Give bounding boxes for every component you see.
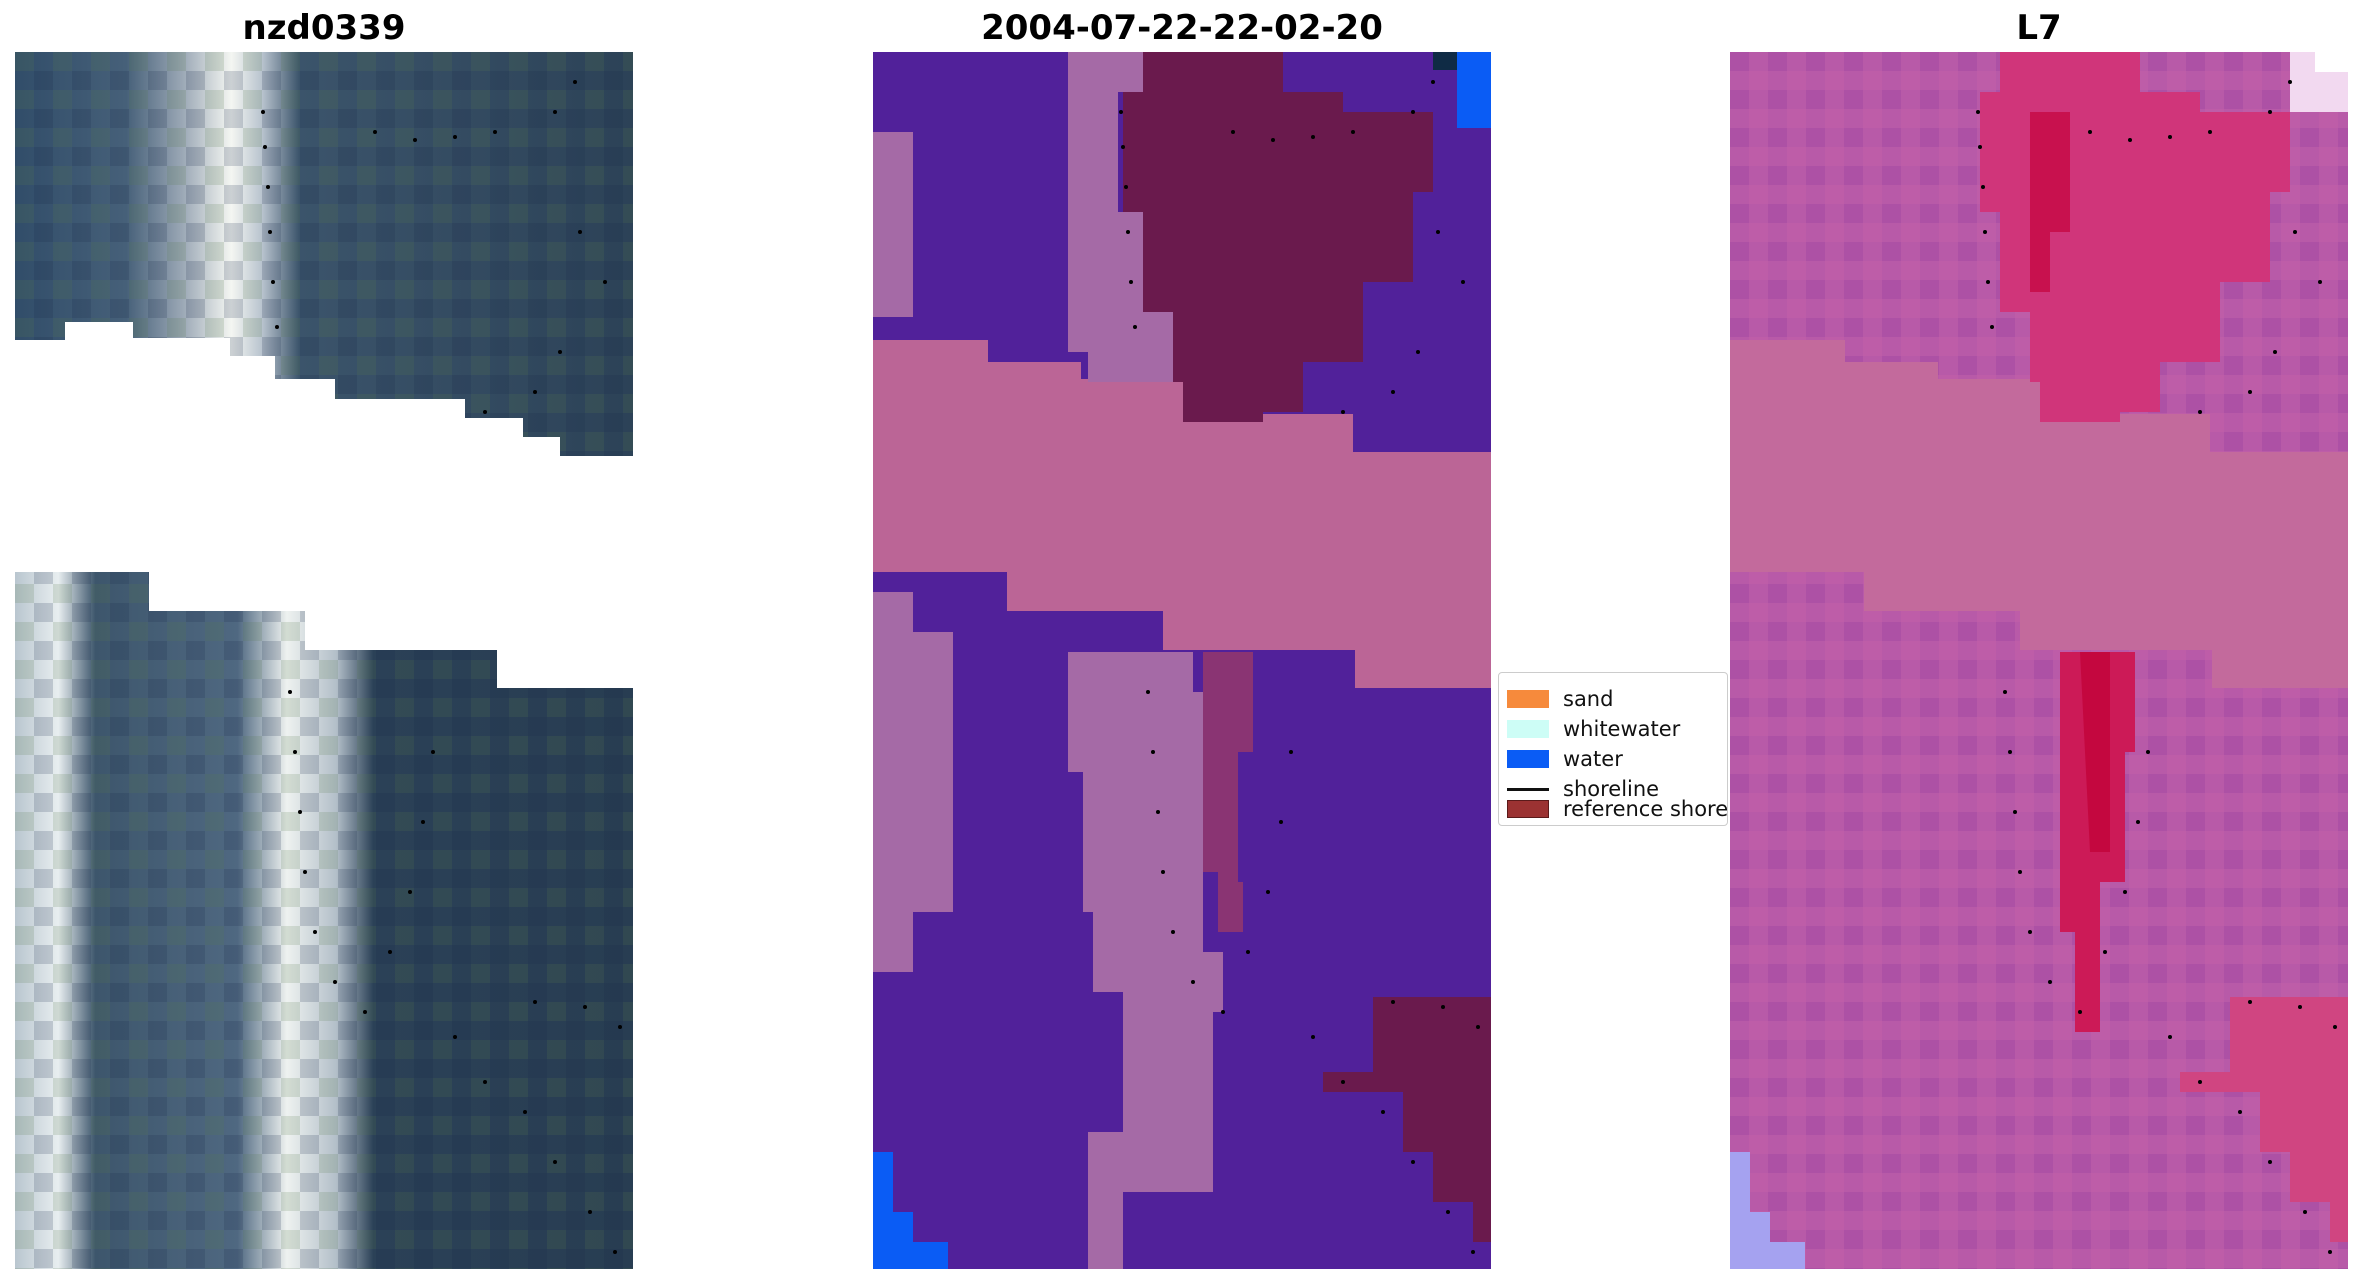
legend-label: sand: [1563, 687, 1614, 711]
legend-swatch-sand: [1507, 690, 1549, 708]
index-image: [1730, 52, 2348, 1269]
rgb-satellite-image: [15, 52, 633, 1269]
legend-item-whitewater: whitewater: [1507, 717, 1680, 741]
panel-title-classification: 2004-07-22-22-02-20: [981, 8, 1383, 48]
classification-image: [873, 52, 1491, 1269]
legend-label: water: [1563, 747, 1623, 771]
legend-item-reference-shoreline: reference shoreline: [1507, 797, 1728, 821]
shoreline-dots-classification: [1119, 80, 1480, 1254]
legend-label: reference shoreline: [1563, 797, 1728, 821]
rgb-image-panel: [15, 52, 633, 1269]
legend-item-sand: sand: [1507, 687, 1613, 711]
legend: sand whitewater water shoreline referenc…: [1498, 672, 1728, 826]
legend-label: whitewater: [1563, 717, 1681, 741]
classification-panel: [873, 52, 1491, 1269]
legend-label: shoreline: [1563, 777, 1660, 801]
index-panel: [1730, 52, 2348, 1269]
panel-title-rgb: nzd0339: [242, 8, 406, 48]
legend-item-water: water: [1507, 747, 1623, 771]
panel-title-index: L7: [2016, 8, 2062, 48]
legend-line-shoreline: [1507, 787, 1549, 791]
shoreline-dots-index: [1976, 80, 2337, 1254]
legend-item-shoreline: shoreline: [1507, 777, 1659, 801]
legend-swatch-water: [1507, 750, 1549, 768]
shoreline-dots-rgb: [261, 80, 622, 1254]
legend-swatch-whitewater: [1507, 720, 1549, 738]
legend-swatch-reference-shoreline: [1507, 800, 1549, 818]
